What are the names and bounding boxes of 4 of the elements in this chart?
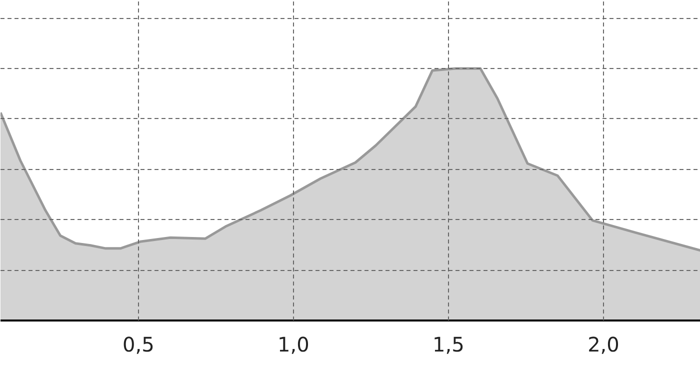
x-tick-label: 1,0: [278, 332, 310, 356]
x-tick-label: 0,5: [122, 332, 154, 356]
x-tick-label: 1,5: [432, 332, 464, 356]
x-tick-label: 2,0: [588, 332, 620, 356]
